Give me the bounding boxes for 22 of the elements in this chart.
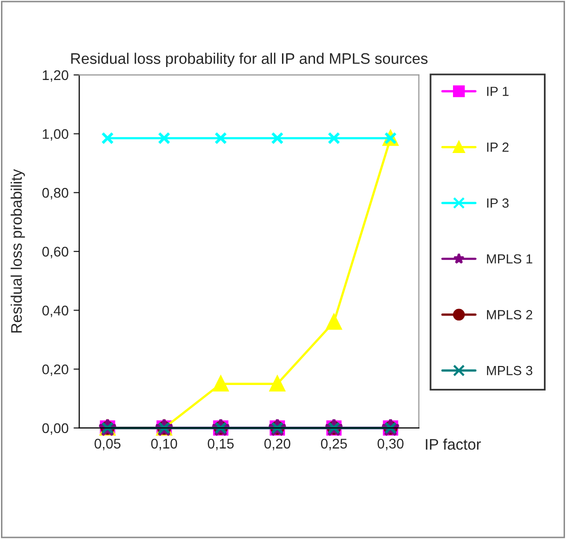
y-tick-label: 0,00	[42, 423, 68, 435]
chart-title: Residual loss probability for all IP and MPLS sources	[71, 52, 428, 67]
x-tick-label: 0,05	[94, 438, 120, 450]
y-tick-label: 0,40	[42, 306, 68, 318]
legend-label: MPLS 3	[487, 366, 532, 376]
x-tick-label: 0,10	[151, 438, 178, 450]
legend-label: IP 1	[487, 86, 509, 96]
x-tick-label: 0,30	[378, 438, 404, 450]
y-tick-label: 0,80	[42, 188, 68, 200]
legend-label: IP 2	[487, 142, 509, 152]
x-tick-label: 0,20	[264, 438, 290, 450]
y-axis-title: Residual loss probability	[10, 169, 25, 333]
y-tick-label: 1,20	[42, 70, 68, 82]
y-tick-label: 0,60	[42, 246, 68, 258]
x-tick-label: 0,15	[208, 438, 234, 450]
legend-label: MPLS 1	[487, 254, 532, 264]
x-axis-title: IP factor	[426, 438, 481, 450]
y-tick-label: 1,00	[42, 129, 68, 141]
x-tick-label: 0,25	[320, 438, 347, 450]
y-tick-label: 0,20	[42, 364, 68, 376]
legend-label: MPLS 2	[487, 310, 532, 320]
legend-label: IP 3	[487, 198, 509, 208]
